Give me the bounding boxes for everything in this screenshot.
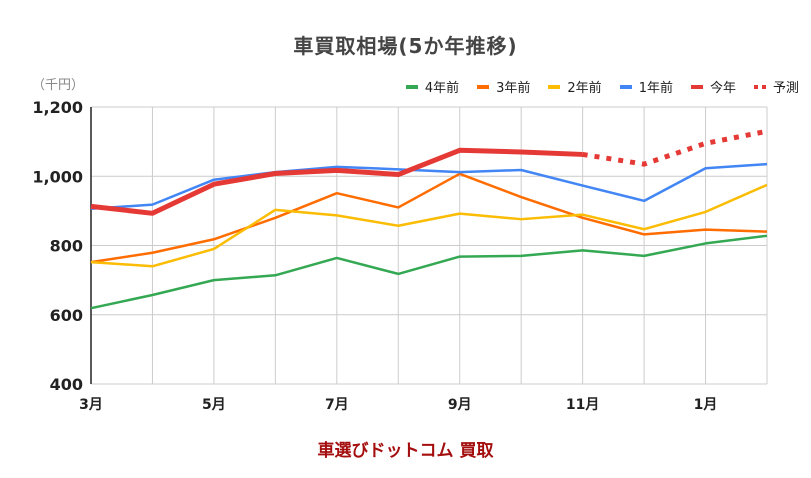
legend-swatch [753, 84, 766, 89]
legend-label: 今年 [709, 81, 736, 96]
credit-text: 車選びドットコム 買取 [317, 441, 494, 461]
legend-item: 1年前 [619, 77, 673, 96]
legend-item: 2年前 [548, 77, 602, 96]
legend-label: 2年前 [567, 81, 602, 96]
series-line-3 [90, 162, 768, 211]
legend-label: 3年前 [496, 81, 531, 96]
y-tick-label: 1,000 [32, 167, 83, 186]
y-axis-unit: （千円） [32, 78, 85, 93]
legend-label: 1年前 [638, 81, 673, 96]
y-tick-label: 600 [50, 306, 83, 325]
x-tick-label: 3月 [79, 397, 103, 413]
y-tick-label: 800 [50, 237, 83, 256]
legend-swatch [619, 84, 632, 89]
y-tick-label: 1,200 [32, 98, 83, 117]
legend-label: 4年前 [424, 81, 460, 96]
x-tick-label: 11月 [566, 397, 599, 413]
legend-swatch [548, 84, 561, 89]
legend-item: 予測 [753, 77, 799, 96]
legend-label: 予測 [772, 81, 799, 96]
x-tick-label: 7月 [325, 397, 349, 413]
x-tick-label: 5月 [202, 397, 226, 413]
legend-item: 3年前 [477, 77, 530, 96]
series-line-5 [582, 128, 768, 167]
chart-title: 車買取相場(5か年推移) [293, 34, 518, 58]
legend-swatch [405, 84, 418, 89]
y-tick-label: 400 [50, 375, 83, 394]
x-tick-label: 1月 [694, 397, 718, 413]
legend: 4年前 3年前 2年前 1年前 今年 予測 [405, 77, 799, 96]
series-line-2 [90, 183, 768, 268]
legend-swatch [477, 84, 490, 89]
series-line-0 [90, 234, 768, 310]
x-tick-label: 9月 [448, 397, 472, 413]
series-line-1 [90, 172, 768, 264]
legend-swatch [690, 84, 703, 89]
legend-item: 4年前 [405, 77, 460, 96]
legend-item: 今年 [690, 77, 736, 96]
